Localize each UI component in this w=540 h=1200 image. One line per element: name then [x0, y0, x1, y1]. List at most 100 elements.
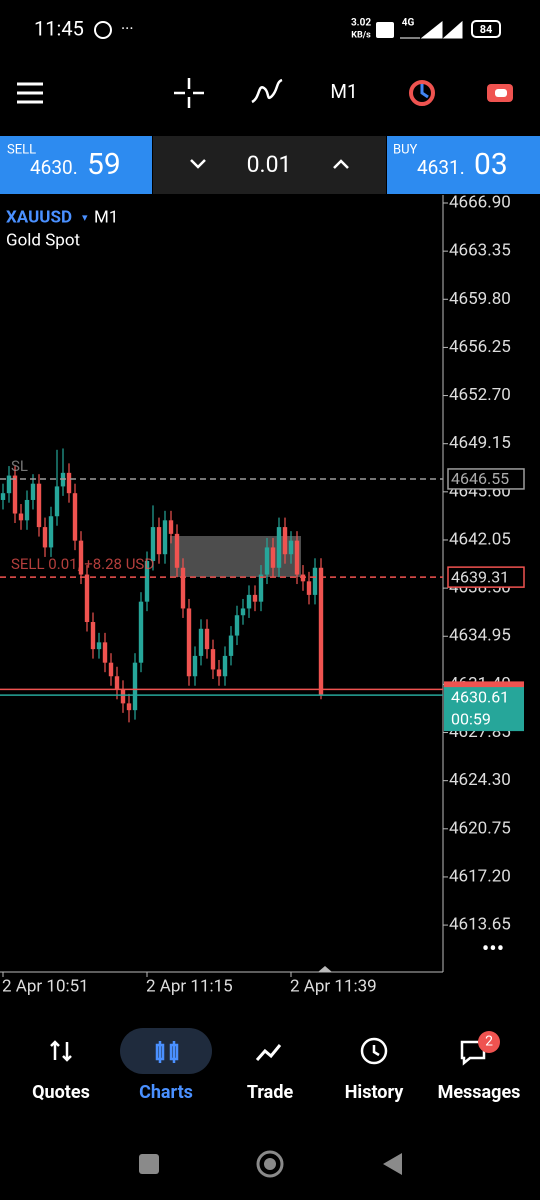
network-type: 4G [402, 18, 415, 29]
y-tick-label: 4642.05 [449, 529, 511, 549]
candle-body [156, 527, 162, 555]
candle-body [144, 560, 150, 602]
home-dot [264, 1158, 276, 1170]
signal-icon [400, 20, 463, 39]
y-tick-label: 4624.30 [449, 770, 511, 790]
price-tag [447, 468, 525, 490]
candle-body [258, 574, 264, 602]
objects-button-hand [420, 84, 429, 99]
battery [471, 20, 501, 38]
home-button[interactable] [256, 1150, 284, 1178]
y-tick-label: 4617.20 [449, 866, 511, 886]
nav-bar: Quotes Charts Trade History Messages [32, 1082, 520, 1103]
battery-level: 84 [480, 23, 493, 36]
sell-price-main: 4630. [30, 156, 78, 179]
candle-body [0, 493, 6, 500]
volume-up[interactable] [333, 159, 349, 169]
trade-button-inner [495, 89, 507, 97]
candle-body [216, 669, 222, 677]
buy-label: BUY [393, 142, 418, 157]
clock: 11:45 [34, 16, 84, 40]
net-speed: 3.02 [351, 18, 371, 29]
objects-button[interactable] [409, 80, 435, 106]
candle-body [246, 594, 252, 609]
x-tick-label: 2 Apr 10:51 [2, 976, 89, 996]
buy-button[interactable] [387, 136, 540, 194]
whatsapp-icon [94, 21, 112, 39]
candle-body [312, 567, 318, 595]
y-tick-label: 4663.35 [449, 241, 511, 261]
price-tag [447, 566, 525, 588]
candle-body [264, 547, 270, 575]
indicators-button[interactable] [251, 78, 283, 104]
symbol[interactable]: XAUUSD [6, 207, 72, 227]
candle-body [24, 499, 30, 521]
candle-body [210, 649, 216, 670]
candle-body [138, 601, 144, 663]
y-tick-label: 4613.65 [449, 915, 511, 935]
candle-body [66, 472, 72, 494]
back-button[interactable] [383, 1153, 402, 1175]
charts-icon [155, 1041, 179, 1063]
history-icon [360, 1037, 388, 1065]
volume-value[interactable]: 0.01 [247, 151, 292, 178]
candle-body [48, 516, 54, 548]
y-tick-label: 4659.80 [449, 289, 511, 309]
net-unit: KB/s [351, 30, 371, 40]
candle-body [162, 520, 168, 555]
candle-body [240, 608, 246, 616]
recents-button[interactable] [139, 1154, 159, 1174]
candle-body [72, 493, 78, 541]
candle-body [222, 655, 228, 677]
y-tick-label: 4649.15 [449, 433, 511, 453]
nav-label[interactable]: Charts [139, 1082, 193, 1103]
candle-body [108, 662, 114, 677]
candle-body [318, 567, 324, 696]
candle-body [186, 608, 192, 677]
candle-body [78, 540, 84, 575]
price-tag-value: 4630.61 [451, 687, 509, 706]
symbol-dropdown[interactable]: ▾ [82, 211, 88, 224]
sell-label: SELL [7, 142, 36, 157]
candle-body [174, 533, 180, 568]
candle-body [294, 540, 300, 575]
candle-body [204, 628, 210, 650]
trade-icon [255, 1044, 282, 1061]
x-tick-label: 2 Apr 11:15 [146, 976, 233, 996]
crosshair-button[interactable] [174, 78, 204, 108]
candle-body [282, 527, 288, 555]
sell-button[interactable] [0, 136, 152, 194]
nav-label[interactable]: Quotes [32, 1082, 90, 1103]
candle-body [252, 594, 258, 602]
level-label: SELL 0.01, +8.28 USD [11, 555, 154, 573]
y-tick-label: 4620.75 [449, 818, 511, 838]
y-tick-label: 4666.90 [449, 192, 511, 212]
candle-body [96, 642, 102, 650]
nav-label[interactable]: Messages [438, 1082, 521, 1103]
nav-label[interactable]: History [345, 1082, 404, 1103]
candle-body [168, 520, 174, 534]
sell-price-big: 59 [87, 147, 121, 182]
candle-body [228, 635, 234, 656]
candle-body [36, 483, 42, 528]
menu-button[interactable] [17, 82, 43, 104]
more-button[interactable]: ••• [482, 937, 504, 962]
price-tag [444, 687, 524, 732]
candle-body [42, 527, 48, 548]
time-marker [318, 966, 332, 972]
candle-body [192, 655, 198, 677]
volume-down[interactable] [190, 159, 206, 169]
candle-body [120, 689, 126, 704]
candle-body [126, 703, 132, 711]
candle-body [102, 642, 108, 663]
timeframe-button[interactable]: M1 [330, 80, 357, 103]
candle-body [198, 628, 204, 656]
candle-body [234, 615, 240, 636]
candle-body [150, 527, 156, 561]
price-tag-value: 4646.55 [451, 469, 509, 488]
volte-icon [376, 22, 394, 38]
candle-body [18, 513, 24, 521]
x-tick-label: 2 Apr 11:39 [290, 976, 377, 996]
nav-label[interactable]: Trade [247, 1082, 294, 1103]
